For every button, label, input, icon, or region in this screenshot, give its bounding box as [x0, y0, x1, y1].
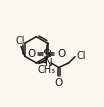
- Text: O: O: [27, 49, 35, 59]
- Text: O: O: [55, 78, 63, 88]
- Text: CH₃: CH₃: [37, 65, 55, 75]
- Text: Cl: Cl: [77, 51, 86, 61]
- Text: S: S: [42, 48, 50, 61]
- Text: N: N: [45, 58, 53, 68]
- Text: O: O: [57, 49, 65, 59]
- Text: Cl: Cl: [15, 36, 25, 46]
- Text: H: H: [44, 50, 50, 59]
